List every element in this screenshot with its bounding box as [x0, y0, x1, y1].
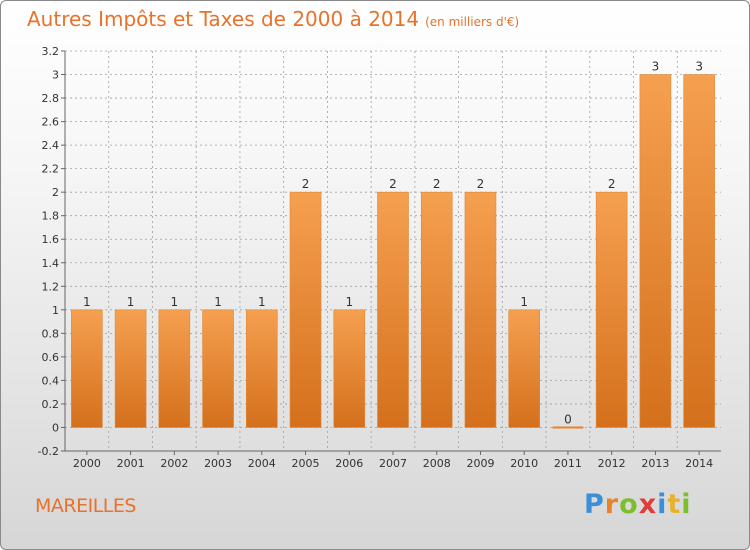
brand-letter: i	[681, 489, 692, 520]
bar	[595, 191, 628, 428]
x-tick-label: 2007	[379, 457, 407, 470]
bar	[683, 74, 715, 428]
bar	[289, 191, 322, 428]
y-tick-label: 2.4	[42, 139, 60, 152]
axes	[61, 50, 721, 455]
x-tick-label: 2011	[554, 457, 582, 470]
y-tick-label: 0	[52, 421, 59, 434]
x-tick-label: 2008	[423, 457, 451, 470]
brand-letter: P	[584, 489, 605, 520]
y-tick-label: 3.2	[42, 45, 60, 58]
commune-name: MAREILLES	[35, 495, 136, 517]
data-label: 1	[171, 295, 179, 309]
x-tick-label: 2001	[117, 457, 145, 470]
x-tick-label: 2014	[685, 457, 713, 470]
x-tick-label: 2005	[292, 457, 320, 470]
y-tick-label: 2.8	[42, 92, 60, 105]
data-label: 2	[433, 177, 441, 191]
chart-title: Autres Impôts et Taxes de 2000 à 2014 (en…	[27, 7, 519, 31]
data-label: 2	[302, 177, 310, 191]
bar	[158, 309, 191, 428]
data-label: 0	[564, 412, 572, 426]
x-tick-label: 2004	[248, 457, 276, 470]
data-label: 1	[83, 295, 91, 309]
x-tick-label: 2000	[73, 457, 101, 470]
bar	[202, 309, 234, 428]
data-label: 1	[127, 295, 135, 309]
y-tick-label: 1.8	[42, 210, 60, 223]
y-tick-label: 1.4	[42, 257, 60, 270]
y-tick-label: -0.2	[38, 445, 59, 458]
x-tick-label: 2012	[598, 457, 626, 470]
bar	[114, 309, 147, 428]
data-label: 1	[520, 295, 528, 309]
data-label: 2	[477, 177, 485, 191]
y-tick-label: 1.2	[42, 280, 60, 293]
x-tick-label: 2002	[160, 457, 188, 470]
bar	[508, 309, 541, 428]
x-tick-label: 2013	[641, 457, 669, 470]
data-label: 3	[652, 60, 660, 74]
bar	[377, 191, 409, 428]
bar	[246, 309, 278, 428]
bar	[333, 309, 366, 428]
chart-subtitle: (en milliers d'€)	[425, 15, 520, 29]
bar	[71, 309, 103, 428]
bar	[639, 74, 672, 428]
data-label: 1	[345, 295, 353, 309]
y-tick-label: 1.6	[42, 233, 60, 246]
x-tick-label: 2010	[510, 457, 538, 470]
data-label: 1	[258, 295, 266, 309]
x-tick-label: 2009	[466, 457, 494, 470]
y-tick-label: 3	[52, 69, 59, 82]
bars	[71, 74, 715, 429]
brand-letter: x	[638, 489, 658, 520]
brand-letter: o	[619, 489, 639, 520]
chart-title-text: Autres Impôts et Taxes de 2000 à 2014	[27, 7, 420, 31]
x-tick-label: 2003	[204, 457, 232, 470]
bar	[464, 191, 497, 428]
brand-letter: t	[667, 489, 682, 520]
bar	[420, 191, 453, 428]
y-tick-label: 0.4	[42, 374, 60, 387]
data-label: 2	[389, 177, 397, 191]
brand-letter: r	[604, 489, 620, 520]
proxiti-logo: Proxiti	[584, 489, 692, 520]
y-tick-label: 2.2	[42, 163, 60, 176]
data-label: 3	[695, 60, 703, 74]
y-tick-label: 0.8	[42, 327, 60, 340]
labels: -0.2 0 0.2 0.4 0.6 0.8 1 1.2 1.4 1.6 1.8 2 2.2 2.4 2.6…	[38, 45, 714, 470]
x-tick-label: 2006	[335, 457, 363, 470]
data-label: 2	[608, 177, 616, 191]
y-tick-label: 0.2	[42, 398, 60, 411]
data-label: 1	[214, 295, 222, 309]
y-tick-label: 0.6	[42, 351, 60, 364]
brand-letter: i	[657, 489, 668, 520]
y-tick-label: 1	[52, 304, 59, 317]
y-tick-label: 2.6	[42, 116, 60, 129]
y-tick-label: 2	[52, 186, 59, 199]
